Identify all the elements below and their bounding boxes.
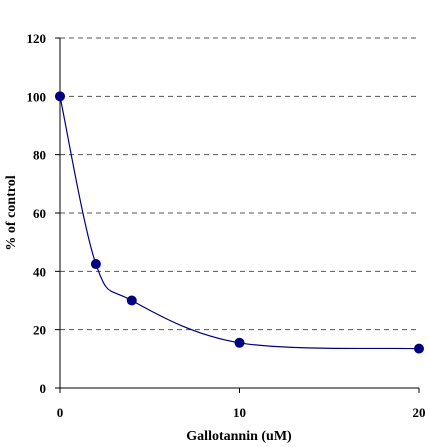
y-tick-label: 0 <box>40 381 47 396</box>
x-tick-label: 20 <box>413 405 426 420</box>
data-point <box>126 295 137 306</box>
y-tick-label: 20 <box>33 323 46 338</box>
x-tick-labels: 0 10 20 <box>57 405 426 420</box>
data-point <box>90 259 101 270</box>
y-tick-label: 40 <box>33 264 46 279</box>
x-tick-label: 0 <box>57 405 64 420</box>
y-tick-label: 80 <box>33 148 46 163</box>
y-tick-label: 120 <box>27 31 47 46</box>
plot-area <box>55 91 424 354</box>
data-point <box>414 343 424 354</box>
y-tick-label: 60 <box>33 206 46 221</box>
x-axis-label: Gallotannin (uM) <box>186 429 292 444</box>
y-axis-label: % of control <box>4 175 19 250</box>
data-point <box>234 337 245 348</box>
series-line <box>59 96 420 350</box>
gridlines <box>60 37 419 331</box>
x-tick-label: 10 <box>233 405 246 420</box>
data-point <box>55 91 65 102</box>
y-tick-label: 100 <box>27 89 47 104</box>
y-tick-labels: 0 20 40 60 80 100 120 <box>27 31 47 396</box>
